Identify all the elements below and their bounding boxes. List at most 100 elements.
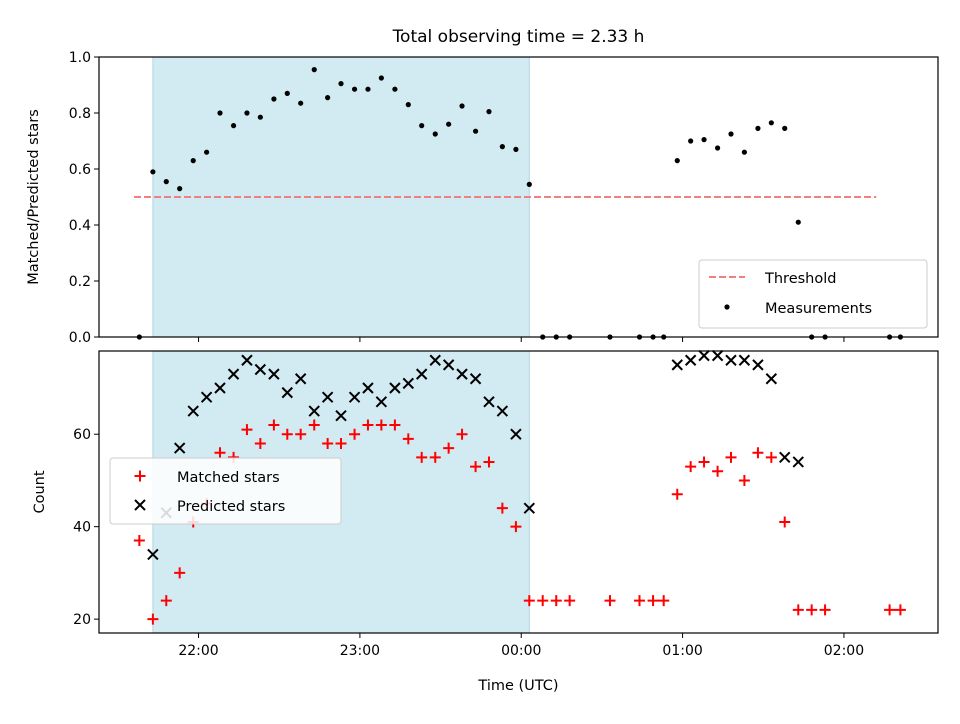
data-point <box>446 121 452 127</box>
data-point <box>496 405 509 417</box>
data-point <box>526 181 532 187</box>
data-point <box>163 179 169 185</box>
data-point <box>174 567 186 579</box>
data-point <box>147 613 159 625</box>
data-point <box>523 595 535 607</box>
data-point <box>190 158 196 164</box>
data-point <box>513 146 519 152</box>
data-point <box>698 349 710 362</box>
data-point <box>187 405 199 417</box>
data-point <box>281 386 293 399</box>
data-point <box>133 535 145 547</box>
series-predicted-stars <box>147 349 804 561</box>
data-point <box>779 516 791 528</box>
data-point <box>308 405 320 417</box>
data-point <box>658 595 670 607</box>
data-point <box>217 110 223 116</box>
data-point <box>765 451 777 463</box>
data-point <box>765 373 778 385</box>
data-point <box>755 125 761 131</box>
data-point <box>792 604 804 616</box>
data-point <box>160 595 172 607</box>
data-point <box>738 474 750 486</box>
x-tick-label: 00:00 <box>501 643 541 659</box>
data-point <box>712 465 724 477</box>
data-point <box>456 428 468 440</box>
x-tick-label: 02:00 <box>824 643 864 659</box>
data-point <box>483 396 495 408</box>
data-point <box>271 96 277 102</box>
data-point <box>456 368 468 380</box>
data-point <box>806 604 818 616</box>
data-point <box>335 410 347 422</box>
data-point <box>741 149 747 155</box>
data-point <box>257 114 263 120</box>
legend: Threshold Measurements <box>698 259 928 329</box>
data-point <box>752 447 764 459</box>
data-point <box>792 456 804 468</box>
panel0-frame <box>98 56 939 338</box>
data-point <box>325 95 331 101</box>
data-point <box>415 368 428 380</box>
data-point <box>782 125 788 131</box>
data-point <box>510 521 522 533</box>
data-point <box>244 110 250 116</box>
data-point <box>470 461 482 473</box>
data-point <box>604 595 616 607</box>
data-point <box>819 604 831 616</box>
data-point <box>443 442 455 454</box>
y-tick-label: 60 <box>73 427 91 443</box>
data-point <box>894 604 906 616</box>
data-point <box>472 128 479 134</box>
data-point <box>308 419 320 431</box>
data-point <box>402 377 415 390</box>
top-panel: 0.0 0.2 0.4 0.6 0.8 1.0 Matched/Predicted star… <box>26 50 939 346</box>
data-point <box>496 502 508 514</box>
legend-predicted-label: Predicted stars <box>177 499 285 515</box>
data-point <box>295 428 307 440</box>
y-tick-label: 40 <box>73 520 91 536</box>
data-point <box>268 368 280 380</box>
data-point <box>204 149 210 155</box>
data-point <box>701 137 707 143</box>
data-point <box>674 158 680 164</box>
data-point <box>177 186 183 192</box>
data-point <box>281 428 293 440</box>
data-point <box>389 382 401 394</box>
data-point <box>752 359 764 371</box>
data-point <box>725 354 737 366</box>
data-point <box>688 138 694 144</box>
data-point <box>284 90 290 96</box>
data-point <box>362 382 374 394</box>
data-point <box>150 169 156 175</box>
legend-box <box>698 259 928 329</box>
data-point <box>200 391 213 403</box>
data-point <box>214 382 226 394</box>
data-point <box>550 595 562 607</box>
data-point <box>564 595 576 607</box>
data-point <box>378 75 384 81</box>
y-tick-label: 20 <box>73 612 91 628</box>
data-point <box>338 81 344 87</box>
y-tick-label: 0.4 <box>69 218 91 234</box>
data-point <box>416 451 428 463</box>
y-axis-label: Matched/Predicted stars <box>26 109 42 285</box>
data-point <box>268 419 280 431</box>
x-tick-label: 23:00 <box>340 643 380 659</box>
data-point <box>537 595 549 607</box>
data-point <box>442 359 455 371</box>
data-point <box>349 428 361 440</box>
x-axis-label: Time (UTC) <box>477 678 558 694</box>
y-tick-label: 0.0 <box>69 330 91 346</box>
data-point <box>392 86 398 92</box>
data-point <box>728 131 734 137</box>
data-point <box>147 548 159 561</box>
data-point <box>311 67 317 73</box>
y-tick-label: 0.2 <box>69 274 91 290</box>
data-point <box>768 120 774 126</box>
data-point <box>294 373 307 385</box>
data-point <box>214 447 226 459</box>
legend-matched-label: Matched stars <box>177 470 280 486</box>
data-point <box>486 109 492 115</box>
